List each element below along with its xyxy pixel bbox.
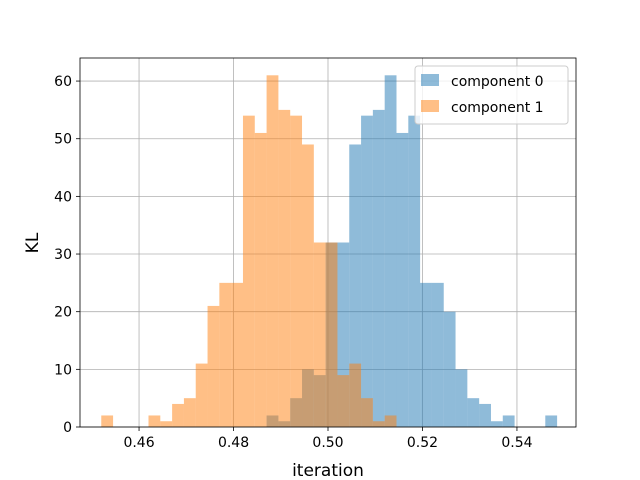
bar-component-1 <box>290 115 303 427</box>
y-tick-label: 60 <box>54 74 72 90</box>
bar-component-0 <box>408 115 421 427</box>
bar-component-0 <box>467 398 480 427</box>
bar-component-1 <box>349 363 362 427</box>
bar-component-0 <box>431 282 444 427</box>
bar-component-1 <box>195 363 208 427</box>
bar-component-0 <box>396 132 409 427</box>
y-axis-ticks: 0 10 20 30 40 50 60 <box>54 74 80 436</box>
bar-component-1 <box>242 115 255 427</box>
bar-component-0 <box>479 403 491 427</box>
legend-label-component-0: component 0 <box>451 74 544 90</box>
bar-component-1 <box>337 375 350 427</box>
bar-component-0 <box>349 144 362 427</box>
y-tick-label: 0 <box>63 420 72 436</box>
bar-component-1 <box>172 403 184 427</box>
bar-component-0 <box>420 282 432 427</box>
x-axis-label: iteration <box>292 461 364 480</box>
bar-component-0 <box>545 415 558 427</box>
bar-component-1 <box>254 132 267 427</box>
bar-component-0 <box>337 242 350 427</box>
bar-component-1 <box>278 109 291 427</box>
bar-component-1 <box>183 398 196 427</box>
y-tick-label: 50 <box>54 132 72 148</box>
bar-component-0 <box>490 421 503 427</box>
legend-swatch-component-0 <box>421 74 439 86</box>
bar-component-1 <box>325 242 338 427</box>
bar-component-1 <box>372 421 385 427</box>
x-tick-label: 0.50 <box>312 435 343 451</box>
legend: component 0 component 1 <box>414 65 569 125</box>
bar-component-1 <box>207 305 220 427</box>
bar-component-1 <box>313 242 326 427</box>
y-tick-label: 30 <box>54 247 72 263</box>
bar-component-0 <box>384 75 397 427</box>
bar-component-1 <box>160 421 173 427</box>
bar-component-1 <box>361 398 373 427</box>
legend-label-component-1: component 1 <box>451 100 544 116</box>
x-tick-label: 0.48 <box>218 435 249 451</box>
histogram-bars <box>101 75 558 427</box>
bar-component-1 <box>302 144 314 427</box>
bar-component-1 <box>231 282 243 427</box>
bar-component-0 <box>372 109 385 427</box>
bar-component-1 <box>148 415 161 427</box>
bar-component-1 <box>384 415 397 427</box>
x-tick-label: 0.46 <box>123 435 154 451</box>
bar-component-0 <box>455 369 468 427</box>
x-tick-label: 0.54 <box>501 435 532 451</box>
bar-component-0 <box>502 415 515 427</box>
x-axis-ticks: 0.46 0.48 0.50 0.52 0.54 <box>123 427 533 451</box>
bar-component-1 <box>101 415 114 427</box>
x-tick-label: 0.52 <box>407 435 438 451</box>
y-tick-label: 20 <box>54 305 72 321</box>
bar-component-1 <box>219 282 232 427</box>
bar-component-0 <box>361 115 373 427</box>
legend-box <box>414 65 569 125</box>
legend-swatch-component-1 <box>421 100 439 112</box>
y-tick-label: 10 <box>54 362 72 378</box>
bar-component-1 <box>266 75 279 427</box>
y-tick-label: 40 <box>54 189 72 205</box>
y-axis-label: KL <box>23 232 43 253</box>
bar-component-0 <box>443 311 456 427</box>
